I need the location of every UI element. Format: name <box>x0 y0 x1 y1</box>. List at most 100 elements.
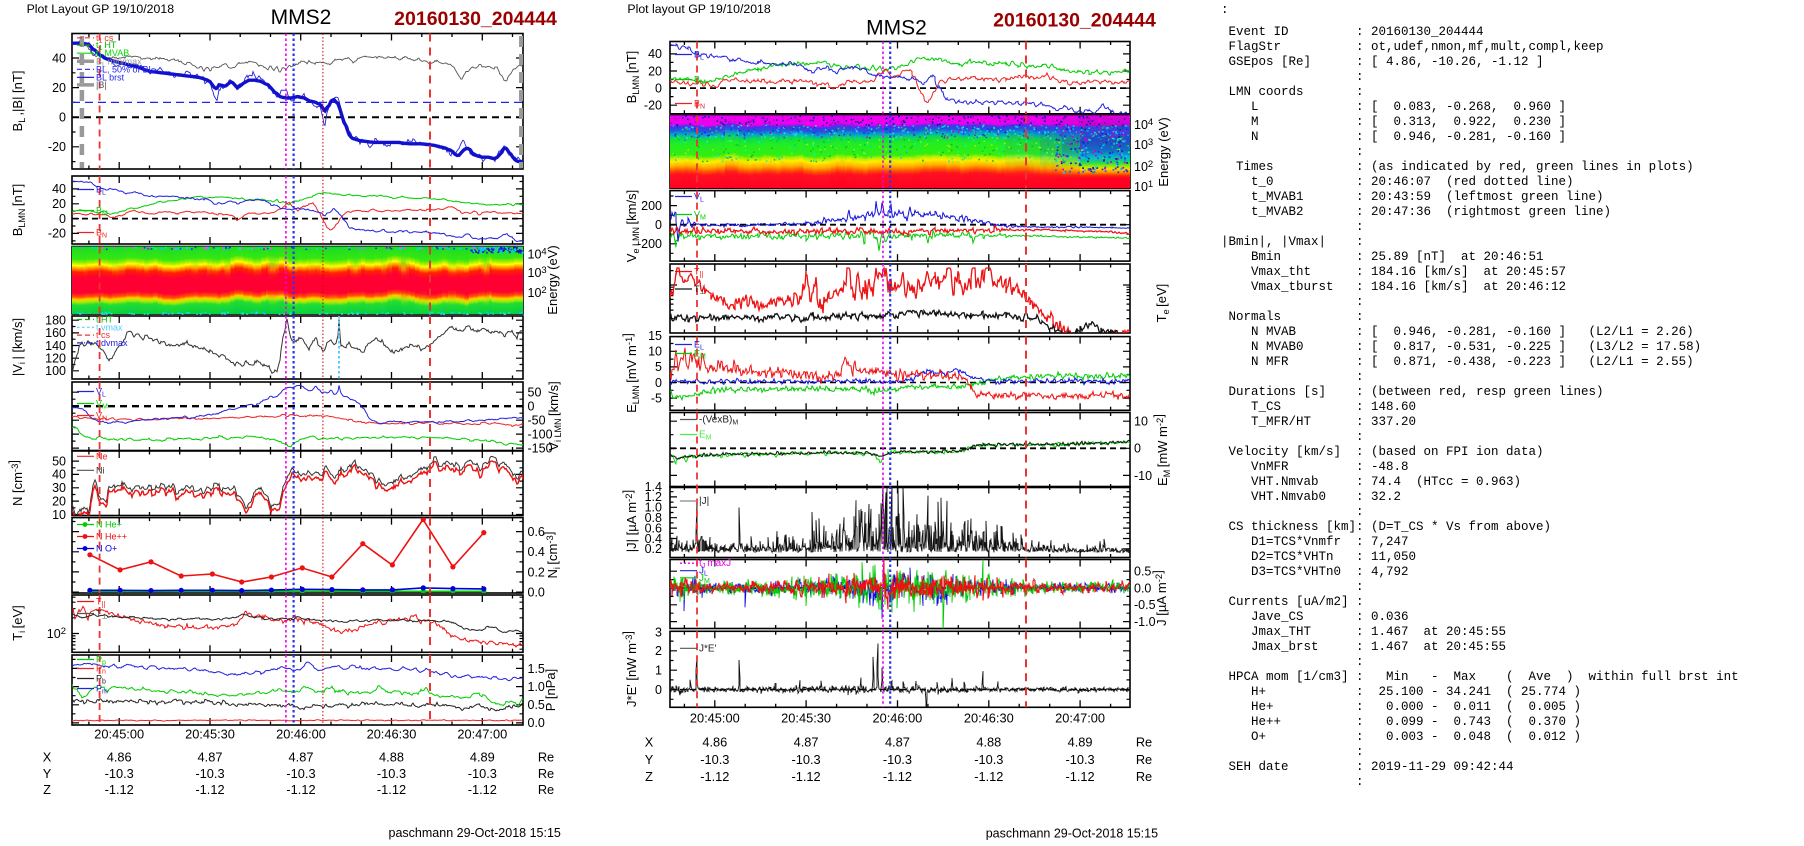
svg-text:Re: Re <box>1136 735 1152 750</box>
svg-text:4.86: 4.86 <box>702 735 727 750</box>
svg-text:-10.3: -10.3 <box>1066 752 1095 767</box>
svg-text:t1 MVAB: t1 MVAB <box>96 48 129 60</box>
svg-text:-150: -150 <box>528 441 553 455</box>
svg-text:T⊥: T⊥ <box>694 284 706 296</box>
svg-text:Te [eV]: Te [eV] <box>1154 284 1171 323</box>
svg-text:BLMN [nT]: BLMN [nT] <box>10 184 27 237</box>
svg-text:Re: Re <box>1136 752 1152 767</box>
svg-text:40: 40 <box>52 51 66 65</box>
svg-text:JL: JL <box>699 566 708 578</box>
svg-text:0.0: 0.0 <box>1134 581 1151 595</box>
svg-text:X: X <box>43 750 52 765</box>
svg-text:20: 20 <box>52 494 66 508</box>
svg-text:101: 101 <box>1134 179 1153 194</box>
svg-text:t vmax: t vmax <box>96 322 123 332</box>
svg-text:1.2: 1.2 <box>645 490 662 504</box>
svg-text:J [µA m-2]: J [µA m-2] <box>1150 570 1169 626</box>
svg-text:0: 0 <box>655 81 662 95</box>
svg-text:MMS2: MMS2 <box>271 6 332 29</box>
svg-text:100: 100 <box>45 364 66 378</box>
svg-text:J*E': J*E' <box>699 643 717 654</box>
svg-text:Plot Layout GP 19/10/2018: Plot Layout GP 19/10/2018 <box>27 2 175 16</box>
svg-text:Pn: Pn <box>96 664 106 676</box>
svg-text:-0.5: -0.5 <box>1134 598 1156 612</box>
svg-text:20160130_204444: 20160130_204444 <box>993 10 1156 32</box>
svg-text:20:46:30: 20:46:30 <box>964 710 1014 725</box>
svg-text:N O+: N O+ <box>96 544 117 554</box>
svg-text:Energy (eV): Energy (eV) <box>1156 117 1171 186</box>
svg-text:VM: VM <box>96 399 108 411</box>
svg-text:BL, 50% of BL: BL, 50% of BL <box>96 64 154 74</box>
svg-text:4.86: 4.86 <box>107 750 132 765</box>
svg-text:Y: Y <box>43 766 52 781</box>
svg-text:-1.12: -1.12 <box>377 782 406 797</box>
svg-text:-10.3: -10.3 <box>195 766 224 781</box>
svg-text:Ne: Ne <box>96 451 108 461</box>
svg-text:|J| [µA m-2]: |J| [µA m-2] <box>620 490 639 552</box>
svg-text:20:46:30: 20:46:30 <box>367 727 417 742</box>
svg-text:10: 10 <box>648 345 662 359</box>
svg-text:VL: VL <box>96 387 106 399</box>
svg-text:0: 0 <box>528 400 535 414</box>
svg-text:-10.3: -10.3 <box>883 752 912 767</box>
svg-text:-1.12: -1.12 <box>792 769 821 784</box>
svg-text:-50: -50 <box>528 414 546 428</box>
svg-text:BL min/max: BL min/max <box>96 56 142 68</box>
svg-text:N He++: N He++ <box>96 532 127 542</box>
svg-text:paschmann 29-Oct-2018 15:15: paschmann 29-Oct-2018 15:15 <box>389 826 561 840</box>
svg-text:40: 40 <box>52 182 66 196</box>
svg-text:0.2: 0.2 <box>528 565 545 579</box>
svg-text:t dvmax: t dvmax <box>96 338 128 348</box>
svg-text:BL: BL <box>694 50 704 62</box>
svg-text:3: 3 <box>655 626 662 640</box>
svg-text:T||: T|| <box>96 597 105 609</box>
svg-text:50: 50 <box>528 386 542 400</box>
svg-text:200: 200 <box>641 199 662 213</box>
svg-text:VM: VM <box>694 210 706 222</box>
svg-text:-1.12: -1.12 <box>974 769 1003 784</box>
svg-text:N [cm-3]: N [cm-3] <box>6 460 25 506</box>
svg-text:N He+: N He+ <box>96 520 122 530</box>
svg-text:-20: -20 <box>48 227 66 241</box>
svg-text:0.2: 0.2 <box>645 542 662 556</box>
svg-text:103: 103 <box>1134 137 1153 152</box>
svg-text:20:45:30: 20:45:30 <box>185 727 235 742</box>
svg-text:0: 0 <box>655 218 662 232</box>
svg-text:T⊥: T⊥ <box>96 609 108 621</box>
svg-text:EL: EL <box>694 340 704 352</box>
svg-text:tJ maxJ: tJ maxJ <box>699 558 731 570</box>
svg-text:0: 0 <box>1134 442 1141 456</box>
svg-text:0.8: 0.8 <box>645 511 662 525</box>
svg-text:-1.12: -1.12 <box>468 782 497 797</box>
svg-text:20160130_204444: 20160130_204444 <box>394 8 557 30</box>
svg-text:Pb: Pb <box>96 674 106 686</box>
svg-text:1.4: 1.4 <box>645 480 662 494</box>
svg-text:|J|: |J| <box>699 496 709 507</box>
svg-text:0.5: 0.5 <box>1134 565 1151 579</box>
svg-text:20:45:00: 20:45:00 <box>690 710 740 725</box>
svg-text:1.0: 1.0 <box>645 501 662 515</box>
svg-text:4.89: 4.89 <box>1068 735 1093 750</box>
svg-text:-10.3: -10.3 <box>377 766 406 781</box>
svg-text:20:47:00: 20:47:00 <box>457 727 507 742</box>
svg-text:-10.3: -10.3 <box>974 752 1003 767</box>
svg-text:104: 104 <box>1134 117 1153 132</box>
svg-text:Ni [cm-3]: Ni [cm-3] <box>541 532 562 579</box>
svg-text:BM: BM <box>96 206 108 218</box>
svg-text:J*E' [nW m-3]: J*E' [nW m-3] <box>620 631 639 707</box>
svg-text:Ti [eV]: Ti [eV] <box>10 605 27 641</box>
svg-text:2: 2 <box>655 644 662 658</box>
svg-text:Plot layout GP 19/10/2018: Plot layout GP 19/10/2018 <box>627 2 771 16</box>
svg-text:Re: Re <box>1136 769 1152 784</box>
svg-text:180: 180 <box>45 314 66 328</box>
svg-text:0.0: 0.0 <box>528 716 545 730</box>
svg-text:Energy (eV): Energy (eV) <box>545 245 560 314</box>
svg-text:0: 0 <box>59 111 66 125</box>
svg-text:MMS2: MMS2 <box>866 17 927 40</box>
svg-text:0.6: 0.6 <box>528 525 545 539</box>
svg-text:0: 0 <box>655 683 662 697</box>
svg-text:20: 20 <box>648 64 662 78</box>
svg-text:T||: T|| <box>694 267 703 279</box>
svg-text:120: 120 <box>45 351 66 365</box>
svg-text:40: 40 <box>648 47 662 61</box>
